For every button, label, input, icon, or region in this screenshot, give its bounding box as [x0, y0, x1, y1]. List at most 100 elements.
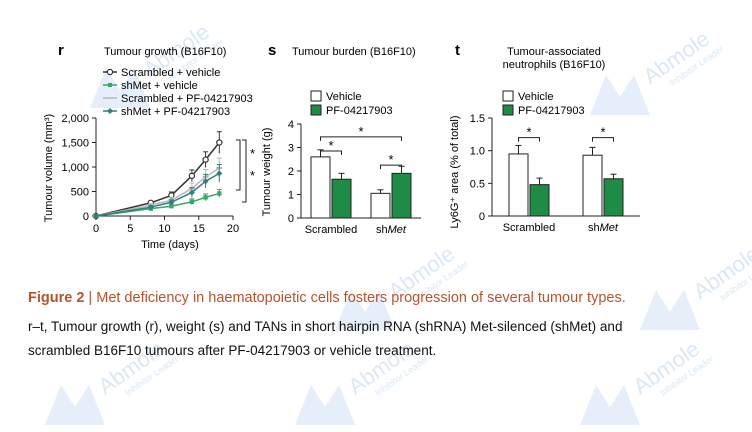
- data-point: [202, 178, 209, 185]
- caption-title-line: Figure 2 | Met deficiency in haematopoie…: [28, 289, 743, 308]
- legend-marker: [106, 68, 114, 76]
- panel-r-series: [92, 131, 223, 220]
- panel-s-title: Tumour burden (B16F10): [292, 46, 416, 58]
- y-tick-label: 4: [288, 119, 294, 131]
- significance-bracket: [380, 164, 402, 170]
- y-tick-label: 1,000: [61, 162, 89, 174]
- significance-star: *: [526, 125, 531, 140]
- legend-swatch: [502, 90, 514, 102]
- legend-label: PF-04217903: [518, 105, 585, 117]
- y-tick-label: 1.5: [470, 113, 485, 125]
- data-point: [169, 204, 174, 209]
- data-point: [93, 213, 99, 219]
- bar: [370, 192, 391, 219]
- significance-star: *: [388, 152, 393, 167]
- series-line: [95, 142, 220, 217]
- bar: [529, 184, 550, 217]
- series-line: [95, 167, 220, 217]
- panel-t-title-line1: Tumour-associated: [507, 46, 601, 58]
- significance-bracket: [518, 137, 540, 142]
- data-point: [202, 156, 209, 163]
- legend-swatch: [502, 104, 514, 116]
- panel-r-title: Tumour growth (B16F10): [104, 46, 226, 58]
- legend-label: PF-04217903: [326, 105, 393, 117]
- panel-r-ylabel: Tumour volume (mm³): [43, 114, 55, 222]
- caption-body: r–t, Tumour growth (r), weight (s) and T…: [28, 315, 743, 363]
- legend-label: Vehicle: [518, 91, 553, 103]
- panel-r-axes: 0 500 1,000 1,500 2,000 0 5 10 15 20: [61, 113, 239, 235]
- caption-title: Met deficiency in haematopoietic cells f…: [96, 290, 626, 306]
- panel-t-chart: 0 0.5 1.0 1.5 Scrambled shMet * *: [470, 113, 640, 234]
- panel-letter-r: r: [58, 42, 64, 59]
- bar: [310, 156, 331, 219]
- significance-star: *: [600, 125, 605, 140]
- panel-s: s Tumour burden (B16F10) Vehicle PF-04217…: [261, 42, 421, 236]
- figure-caption: Figure 2 | Met deficiency in haematopoie…: [28, 289, 743, 363]
- y-tick-label: 1.0: [470, 146, 485, 158]
- caption-body-line: scrambled B16F10 tumours after PF-042179…: [28, 343, 437, 358]
- panel-t-title-line2: neutrophils (B16F10): [503, 59, 606, 71]
- panel-t-legend: Vehicle PF-04217903: [502, 90, 585, 117]
- significance-bracket: [320, 136, 402, 141]
- bar: [603, 178, 624, 217]
- y-tick-label: 0: [83, 211, 89, 223]
- significance-star: *: [328, 138, 333, 153]
- panel-t-ylabel: Ly6G⁺ area (% of total): [449, 115, 461, 228]
- panel-letter-s: s: [268, 42, 276, 59]
- x-tick-label: 20: [227, 223, 239, 235]
- panel-s-ylabel: Tumour weight (g): [261, 128, 273, 217]
- legend-swatch: [310, 104, 322, 116]
- y-tick-label: 0: [288, 213, 294, 225]
- watermark-logo: [640, 290, 700, 330]
- y-tick-label: 2,000: [61, 113, 89, 125]
- panel-t: t Tumour-associated neutrophils (B16F10)…: [449, 42, 640, 234]
- x-tick-label: 0: [93, 223, 99, 235]
- data-point: [188, 189, 195, 196]
- bar: [582, 154, 603, 217]
- significance-star: *: [250, 146, 255, 161]
- watermark-logo: [295, 385, 355, 425]
- y-tick-label: 3: [288, 143, 294, 155]
- x-tick-label: 10: [158, 223, 170, 235]
- watermark-logo: [590, 75, 650, 115]
- legend-marker: [108, 83, 112, 87]
- series-line: [95, 192, 220, 217]
- watermark-logo: [335, 290, 395, 330]
- panel-r: r Tumour growth (B16F10) Scrambled + veh…: [43, 42, 255, 251]
- x-tick-label: 5: [127, 223, 133, 235]
- panel-s-legend: Vehicle PF-04217903: [310, 90, 393, 117]
- figure-label: Figure 2: [28, 290, 85, 306]
- y-tick-label: 1: [288, 190, 294, 202]
- category-label: shMet: [376, 224, 407, 236]
- panel-s-chart: 0 1 2 3 4 Scrambled shMet * * *: [288, 119, 421, 236]
- significance-star: *: [250, 168, 255, 183]
- significance-bracket: [320, 150, 342, 156]
- caption-separator: |: [84, 290, 97, 306]
- watermark-logo: [45, 385, 105, 425]
- significance-bracket: [592, 137, 614, 142]
- legend-swatch: [310, 90, 322, 102]
- category-label: Scrambled: [305, 224, 358, 236]
- legend-marker: [107, 108, 113, 114]
- significance-bracket: [242, 139, 247, 203]
- data-point: [216, 170, 223, 177]
- panel-r-xlabel: Time (days): [141, 239, 199, 251]
- data-point: [216, 139, 223, 146]
- data-point: [147, 204, 154, 211]
- y-tick-label: 500: [71, 187, 89, 199]
- data-point: [168, 199, 175, 206]
- data-point: [188, 172, 196, 180]
- bar: [508, 153, 529, 217]
- data-point: [217, 191, 222, 196]
- data-point: [189, 199, 195, 204]
- significance-bracket: [236, 139, 241, 191]
- category-label: shMet: [588, 222, 619, 234]
- y-tick-label: 0.5: [470, 178, 485, 190]
- legend-label: Scrambled + vehicle: [121, 67, 220, 79]
- bar: [331, 178, 352, 219]
- x-tick-label: 15: [193, 223, 205, 235]
- y-tick-label: 2: [288, 166, 294, 178]
- legend-label: shMet + vehicle: [121, 80, 198, 92]
